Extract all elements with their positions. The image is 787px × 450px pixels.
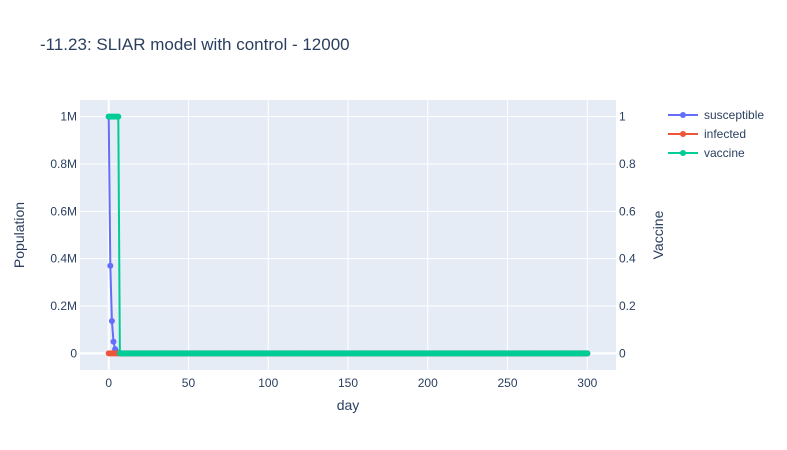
x-tick-label: 150 xyxy=(338,376,358,390)
x-tick-label: 200 xyxy=(418,376,438,390)
y-right-tick-label: 0.8 xyxy=(619,157,636,171)
data-point-susceptible xyxy=(107,262,114,269)
legend-label-susceptible: susceptible xyxy=(704,108,764,122)
y-left-tick-label: 0.2M xyxy=(50,299,77,313)
legend-marker-vaccine xyxy=(680,150,686,156)
tick-labels: 0 50 100 150 200 250 300 0 0.2M 0.4M 0.6M 0.8M 1M 0 0.… xyxy=(50,110,636,390)
y-right-tick-label: 0 xyxy=(619,346,626,360)
legend[interactable]: susceptible infected vaccine xyxy=(668,108,764,160)
series-vaccine xyxy=(105,113,591,357)
legend-item-infected[interactable]: infected xyxy=(668,127,746,141)
x-tick-label: 300 xyxy=(577,376,597,390)
data-point-vaccine xyxy=(115,113,122,120)
chart-title: -11.23: SLIAR model with control - 12000 xyxy=(40,35,350,54)
legend-marker-susceptible xyxy=(680,112,686,118)
y-left-tick-label: 0.4M xyxy=(50,252,77,266)
data-point-vaccine xyxy=(584,350,591,357)
y-right-tick-label: 0.6 xyxy=(619,204,636,218)
x-tick-label: 100 xyxy=(258,376,278,390)
y-axis-title-left: Population xyxy=(11,202,27,268)
y-axis-title-right: Vaccine xyxy=(650,210,666,259)
x-axis-title: day xyxy=(337,397,360,413)
data-point-susceptible xyxy=(110,338,117,345)
x-tick-label: 50 xyxy=(182,376,196,390)
y-left-tick-label: 1M xyxy=(60,110,77,124)
legend-item-vaccine[interactable]: vaccine xyxy=(668,146,745,160)
y-right-tick-label: 1 xyxy=(619,110,626,124)
series-layer xyxy=(105,113,591,357)
legend-label-infected: infected xyxy=(704,127,746,141)
x-tick-label: 0 xyxy=(105,376,112,390)
data-point-susceptible xyxy=(108,317,115,324)
y-left-tick-label: 0.8M xyxy=(50,157,77,171)
legend-marker-infected xyxy=(680,131,686,137)
y-right-tick-label: 0.2 xyxy=(619,299,636,313)
y-left-tick-label: 0.6M xyxy=(50,204,77,218)
x-tick-label: 250 xyxy=(498,376,518,390)
y-right-tick-label: 0.4 xyxy=(619,252,636,266)
legend-label-vaccine: vaccine xyxy=(704,146,745,160)
y-left-tick-label: 0 xyxy=(70,346,77,360)
legend-item-susceptible[interactable]: susceptible xyxy=(668,108,764,122)
